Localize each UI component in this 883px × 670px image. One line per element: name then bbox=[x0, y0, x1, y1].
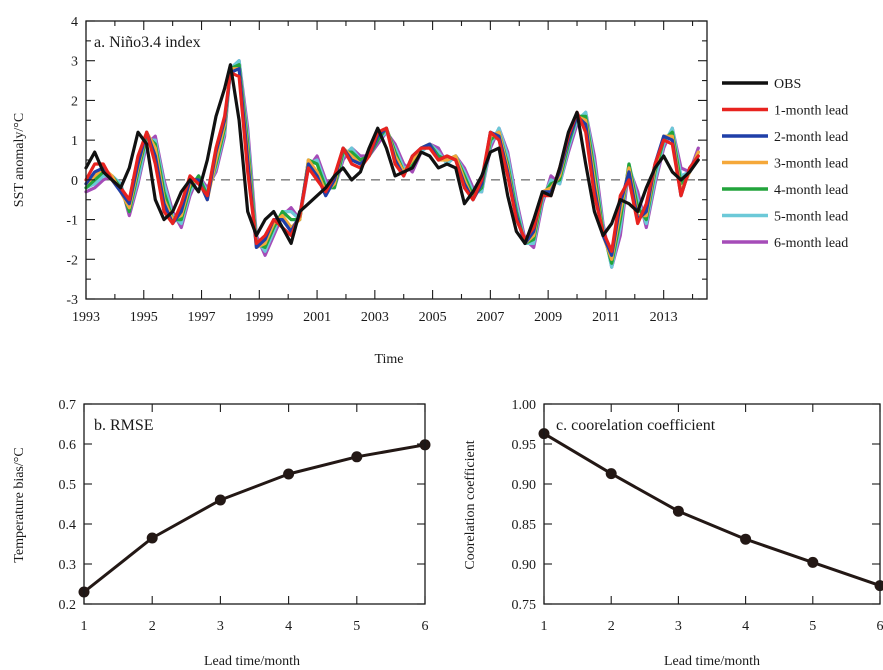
y-tick-label: 0.85 bbox=[512, 518, 537, 533]
y-tick-label: 0.4 bbox=[59, 518, 77, 533]
y-tick-label: 0.90 bbox=[512, 558, 537, 573]
series-line bbox=[83, 443, 426, 594]
legend-label: 4-month lead bbox=[774, 183, 848, 198]
x-tick-label: 2009 bbox=[534, 310, 562, 325]
panel-a-nino34-index: 1993 1995 1997 1999 2001 2003 2005 2007 2009 2011… bbox=[12, 15, 848, 367]
panel-c-xlabel: Lead time/month bbox=[664, 654, 760, 669]
x-tick-label: 2007 bbox=[476, 310, 504, 325]
x-tick-label: 1995 bbox=[130, 310, 158, 325]
x-tick-label: 2011 bbox=[592, 310, 619, 325]
y-tick-label: 0.6 bbox=[59, 438, 77, 453]
x-tick-label: 2013 bbox=[650, 310, 678, 325]
panel-c-ylabel: Coorelation coefficient bbox=[463, 440, 478, 569]
data-point bbox=[214, 494, 226, 506]
legend: OBS 1-month lead 2-month lead 3-month lead 4… bbox=[722, 77, 848, 251]
series-line-obs bbox=[84, 63, 700, 245]
x-tick-label: 3 bbox=[675, 619, 682, 634]
y-tick-label: 1 bbox=[71, 134, 78, 149]
y-tick-label: 0.7 bbox=[59, 398, 77, 413]
data-point bbox=[283, 468, 295, 480]
legend-label: 2-month lead bbox=[774, 130, 848, 145]
legend-label: 5-month lead bbox=[774, 210, 848, 225]
legend-label: OBS bbox=[774, 77, 801, 92]
y-tick-label: -3 bbox=[66, 293, 78, 308]
panel-a-xlabel: Time bbox=[374, 352, 403, 367]
panel-c-ticks: 1 2 3 4 5 6 1.00 0.95 0.90 0.85 0.90 0.75 bbox=[512, 398, 883, 634]
panel-a-title: a. Niño3.4 index bbox=[94, 34, 201, 51]
y-tick-label: 0 bbox=[71, 174, 78, 189]
panel-b-xlabel: Lead time/month bbox=[204, 654, 300, 669]
x-tick-label: 4 bbox=[742, 619, 749, 634]
x-tick-label: 2001 bbox=[303, 310, 331, 325]
y-tick-label: 0.95 bbox=[512, 438, 537, 453]
panel-c-plot-group bbox=[538, 428, 883, 592]
x-tick-label: 2 bbox=[608, 619, 615, 634]
panel-a-series-group bbox=[84, 59, 700, 269]
data-point bbox=[874, 580, 883, 592]
data-point bbox=[740, 533, 752, 545]
data-point bbox=[807, 556, 819, 568]
y-tick-label: -2 bbox=[66, 253, 78, 268]
x-tick-label: 1997 bbox=[188, 310, 216, 325]
x-tick-label: 1 bbox=[81, 619, 88, 634]
panel-c-title: c. coorelation coefficient bbox=[556, 417, 716, 434]
x-tick-label: 1993 bbox=[72, 310, 100, 325]
panel-b-ticks: 1 2 3 4 5 6 0.7 0.6 0.5 0.4 0.3 0.2 bbox=[59, 398, 429, 634]
panel-b-rmse: 1 2 3 4 5 6 0.7 0.6 0.5 0.4 0.3 0.2 b. RMSE Lead ti… bbox=[12, 398, 431, 669]
legend-label: 1-month lead bbox=[774, 104, 848, 119]
x-tick-label: 4 bbox=[285, 619, 292, 634]
data-point bbox=[351, 451, 363, 463]
y-tick-label: 3 bbox=[71, 55, 78, 70]
y-tick-label: 2 bbox=[71, 94, 78, 109]
y-tick-label: 0.75 bbox=[512, 598, 537, 613]
panel-a-ylabel: SST anomaly/°C bbox=[12, 113, 27, 207]
legend-label: 6-month lead bbox=[774, 236, 848, 251]
x-tick-label: 1 bbox=[541, 619, 548, 634]
y-tick-label: 0.3 bbox=[59, 558, 77, 573]
legend-label: 3-month lead bbox=[774, 157, 848, 172]
x-tick-label: 6 bbox=[422, 619, 429, 634]
series-line bbox=[543, 432, 881, 588]
data-point bbox=[605, 468, 617, 480]
x-tick-label: 2003 bbox=[361, 310, 389, 325]
panel-b-ylabel: Temperature bias/°C bbox=[12, 447, 27, 562]
y-tick-label: 4 bbox=[71, 15, 78, 30]
x-tick-label: 6 bbox=[877, 619, 883, 634]
x-tick-label: 3 bbox=[217, 619, 224, 634]
y-tick-label: 0.5 bbox=[59, 478, 77, 493]
y-tick-label: 1.00 bbox=[512, 398, 537, 413]
data-point bbox=[672, 505, 684, 517]
y-tick-label: -1 bbox=[66, 214, 78, 229]
panel-c-correlation: 1 2 3 4 5 6 1.00 0.95 0.90 0.85 0.90 0.75 c. coorel… bbox=[463, 398, 883, 669]
panel-c-frame bbox=[543, 403, 881, 605]
x-tick-label: 2 bbox=[149, 619, 156, 634]
x-tick-label: 5 bbox=[353, 619, 360, 634]
y-tick-label: 0.2 bbox=[59, 598, 77, 613]
panel-b-plot-group bbox=[78, 439, 431, 598]
x-tick-label: 5 bbox=[809, 619, 816, 634]
x-tick-label: 1999 bbox=[245, 310, 273, 325]
panel-b-frame bbox=[83, 403, 426, 605]
panel-b-title: b. RMSE bbox=[94, 417, 154, 434]
data-point bbox=[146, 532, 158, 544]
x-tick-label: 2005 bbox=[419, 310, 447, 325]
y-tick-label: 0.90 bbox=[512, 478, 537, 493]
panel-a-ticks: 1993 1995 1997 1999 2001 2003 2005 2007 2009 2011… bbox=[66, 15, 707, 325]
